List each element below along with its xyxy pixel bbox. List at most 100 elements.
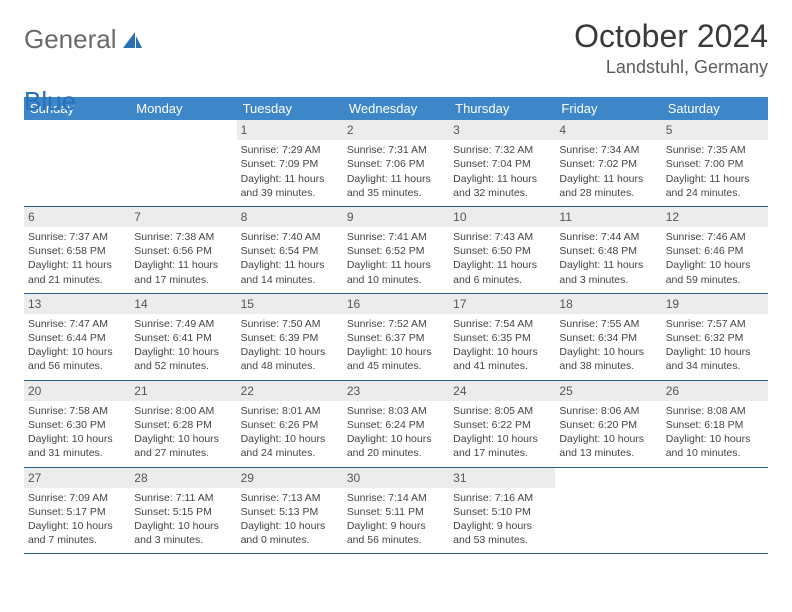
- dow-thursday: Thursday: [449, 97, 555, 120]
- week-row: 20Sunrise: 7:58 AMSunset: 6:30 PMDayligh…: [24, 381, 768, 468]
- sunset-text: Sunset: 6:50 PM: [453, 244, 551, 258]
- daylight-text: Daylight: 10 hours: [666, 345, 764, 359]
- day-number: 19: [662, 294, 768, 314]
- day-number: 18: [555, 294, 661, 314]
- daylight-text: Daylight: 10 hours: [559, 345, 657, 359]
- day-cell: 14Sunrise: 7:49 AMSunset: 6:41 PMDayligh…: [130, 294, 236, 380]
- sunset-text: Sunset: 6:28 PM: [134, 418, 232, 432]
- day-number: 4: [555, 120, 661, 140]
- day-cell: 29Sunrise: 7:13 AMSunset: 5:13 PMDayligh…: [237, 468, 343, 554]
- sunrise-text: Sunrise: 7:43 AM: [453, 230, 551, 244]
- dow-saturday: Saturday: [662, 97, 768, 120]
- daylight-text: Daylight: 9 hours: [347, 519, 445, 533]
- daylight-text: Daylight: 10 hours: [347, 345, 445, 359]
- sunset-text: Sunset: 5:17 PM: [28, 505, 126, 519]
- daylight-text: Daylight: 11 hours: [347, 172, 445, 186]
- day-cell: 2Sunrise: 7:31 AMSunset: 7:06 PMDaylight…: [343, 120, 449, 206]
- daylight-text: Daylight: 10 hours: [453, 345, 551, 359]
- sunrise-text: Sunrise: 7:54 AM: [453, 317, 551, 331]
- sunset-text: Sunset: 6:20 PM: [559, 418, 657, 432]
- daylight-text: Daylight: 11 hours: [241, 172, 339, 186]
- sunset-text: Sunset: 6:41 PM: [134, 331, 232, 345]
- day-cell: 23Sunrise: 8:03 AMSunset: 6:24 PMDayligh…: [343, 381, 449, 467]
- sunrise-text: Sunrise: 7:44 AM: [559, 230, 657, 244]
- daylight-text: and 17 minutes.: [453, 446, 551, 460]
- day-cell: 22Sunrise: 8:01 AMSunset: 6:26 PMDayligh…: [237, 381, 343, 467]
- day-number: 22: [237, 381, 343, 401]
- day-cell: 8Sunrise: 7:40 AMSunset: 6:54 PMDaylight…: [237, 207, 343, 293]
- day-number: 26: [662, 381, 768, 401]
- day-number: 13: [24, 294, 130, 314]
- day-cell: [662, 468, 768, 554]
- daylight-text: Daylight: 10 hours: [134, 519, 232, 533]
- daylight-text: Daylight: 10 hours: [134, 432, 232, 446]
- day-cell: 12Sunrise: 7:46 AMSunset: 6:46 PMDayligh…: [662, 207, 768, 293]
- day-number: 23: [343, 381, 449, 401]
- day-number: 20: [24, 381, 130, 401]
- daylight-text: and 34 minutes.: [666, 359, 764, 373]
- day-number: 11: [555, 207, 661, 227]
- daylight-text: Daylight: 10 hours: [559, 432, 657, 446]
- sunset-text: Sunset: 6:26 PM: [241, 418, 339, 432]
- sunset-text: Sunset: 6:48 PM: [559, 244, 657, 258]
- sunset-text: Sunset: 6:56 PM: [134, 244, 232, 258]
- week-row: 6Sunrise: 7:37 AMSunset: 6:58 PMDaylight…: [24, 207, 768, 294]
- sunrise-text: Sunrise: 7:55 AM: [559, 317, 657, 331]
- sunset-text: Sunset: 6:32 PM: [666, 331, 764, 345]
- sunrise-text: Sunrise: 8:03 AM: [347, 404, 445, 418]
- daylight-text: and 45 minutes.: [347, 359, 445, 373]
- daylight-text: Daylight: 10 hours: [28, 432, 126, 446]
- daylight-text: Daylight: 10 hours: [28, 519, 126, 533]
- day-cell: 30Sunrise: 7:14 AMSunset: 5:11 PMDayligh…: [343, 468, 449, 554]
- sunset-text: Sunset: 6:58 PM: [28, 244, 126, 258]
- daylight-text: Daylight: 10 hours: [347, 432, 445, 446]
- day-cell: [555, 468, 661, 554]
- daylight-text: and 28 minutes.: [559, 186, 657, 200]
- day-cell: 21 Sunrise: 8:00 AMSunset: 6:28 PMDayligh…: [130, 381, 236, 467]
- daylight-text: and 3 minutes.: [559, 273, 657, 287]
- daylight-text: Daylight: 11 hours: [28, 258, 126, 272]
- daylight-text: and 56 minutes.: [28, 359, 126, 373]
- daylight-text: and 27 minutes.: [134, 446, 232, 460]
- sunset-text: Sunset: 6:37 PM: [347, 331, 445, 345]
- daylight-text: Daylight: 11 hours: [666, 172, 764, 186]
- sunset-text: Sunset: 7:02 PM: [559, 157, 657, 171]
- day-cell: 3Sunrise: 7:32 AMSunset: 7:04 PMDaylight…: [449, 120, 555, 206]
- day-cell: 15Sunrise: 7:50 AMSunset: 6:39 PMDayligh…: [237, 294, 343, 380]
- day-cell: 27Sunrise: 7:09 AMSunset: 5:17 PMDayligh…: [24, 468, 130, 554]
- day-number: 21: [130, 381, 236, 401]
- daylight-text: Daylight: 10 hours: [666, 432, 764, 446]
- day-cell: 4Sunrise: 7:34 AMSunset: 7:02 PMDaylight…: [555, 120, 661, 206]
- daylight-text: and 48 minutes.: [241, 359, 339, 373]
- daylight-text: and 10 minutes.: [666, 446, 764, 460]
- day-number: 6: [24, 207, 130, 227]
- day-cell: 6Sunrise: 7:37 AMSunset: 6:58 PMDaylight…: [24, 207, 130, 293]
- sunset-text: Sunset: 6:18 PM: [666, 418, 764, 432]
- dow-tuesday: Tuesday: [237, 97, 343, 120]
- sunrise-text: Sunrise: 7:52 AM: [347, 317, 445, 331]
- day-cell: 26Sunrise: 8:08 AMSunset: 6:18 PMDayligh…: [662, 381, 768, 467]
- daylight-text: and 32 minutes.: [453, 186, 551, 200]
- daylight-text: and 21 minutes.: [28, 273, 126, 287]
- sunrise-text: Sunrise: 8:01 AM: [241, 404, 339, 418]
- day-cell: [24, 120, 130, 206]
- daylight-text: Daylight: 10 hours: [28, 345, 126, 359]
- day-cell: 24Sunrise: 8:05 AMSunset: 6:22 PMDayligh…: [449, 381, 555, 467]
- sunrise-text: Sunrise: 7:50 AM: [241, 317, 339, 331]
- day-cell: 25Sunrise: 8:06 AMSunset: 6:20 PMDayligh…: [555, 381, 661, 467]
- daylight-text: Daylight: 11 hours: [453, 172, 551, 186]
- day-cell: 17Sunrise: 7:54 AMSunset: 6:35 PMDayligh…: [449, 294, 555, 380]
- day-cell: 7Sunrise: 7:38 AMSunset: 6:56 PMDaylight…: [130, 207, 236, 293]
- sunrise-text: Sunrise: 8:00 AM: [134, 404, 232, 418]
- day-cell: 9Sunrise: 7:41 AMSunset: 6:52 PMDaylight…: [343, 207, 449, 293]
- daylight-text: Daylight: 11 hours: [241, 258, 339, 272]
- day-number: 14: [130, 294, 236, 314]
- daylight-text: Daylight: 11 hours: [559, 258, 657, 272]
- sunset-text: Sunset: 6:54 PM: [241, 244, 339, 258]
- sunrise-text: Sunrise: 7:13 AM: [241, 491, 339, 505]
- sunrise-text: Sunrise: 8:06 AM: [559, 404, 657, 418]
- day-number: 27: [24, 468, 130, 488]
- sunset-text: Sunset: 6:34 PM: [559, 331, 657, 345]
- daylight-text: Daylight: 10 hours: [241, 519, 339, 533]
- day-number: 17: [449, 294, 555, 314]
